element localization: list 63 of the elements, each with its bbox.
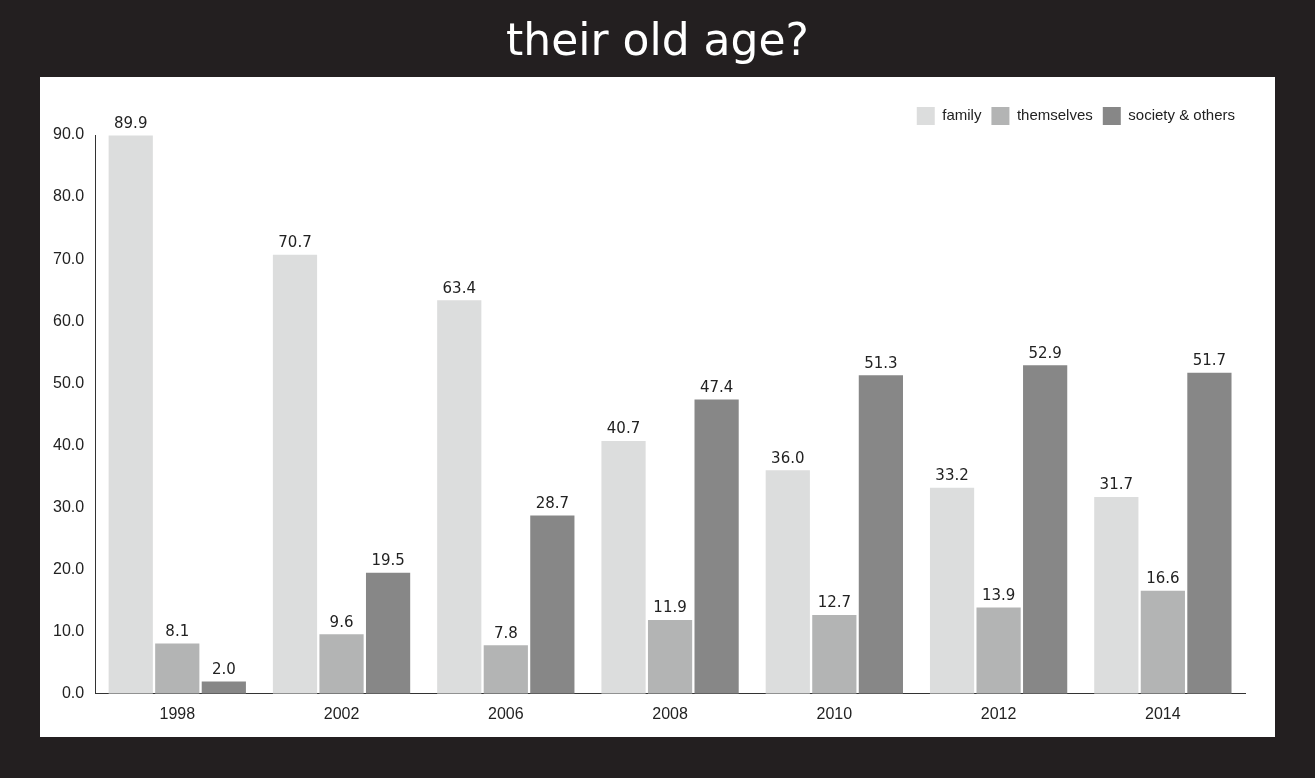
bar xyxy=(483,645,528,694)
y-tick-label: 90.0 xyxy=(53,125,85,143)
y-tick-label: 20.0 xyxy=(53,560,85,578)
data-label: 52.9 xyxy=(1028,343,1062,362)
bar xyxy=(647,619,693,694)
data-label: 28.7 xyxy=(535,494,570,512)
data-label: 89.9 xyxy=(114,114,148,133)
bar xyxy=(858,375,903,694)
data-label: 11.9 xyxy=(653,598,687,617)
x-tick-label: 2006 xyxy=(488,704,524,722)
data-label: 19.5 xyxy=(371,551,405,570)
data-label: 12.7 xyxy=(817,593,852,612)
y-tick-label: 70.0 xyxy=(53,249,85,267)
bar xyxy=(1094,496,1139,694)
data-label: 8.1 xyxy=(165,621,190,640)
bar xyxy=(108,135,153,694)
y-tick-label: 50.0 xyxy=(53,373,85,391)
bar xyxy=(1187,372,1232,694)
data-label: 36.0 xyxy=(771,448,805,467)
data-label: 47.4 xyxy=(699,377,734,396)
chart-title: their old age? xyxy=(505,14,810,65)
bar xyxy=(319,634,364,694)
bar xyxy=(1140,590,1185,694)
bar xyxy=(694,399,739,694)
y-tick-label: 60.0 xyxy=(53,311,85,329)
bar xyxy=(765,470,810,694)
legend-label: themselves xyxy=(1016,106,1093,124)
bar xyxy=(601,441,646,694)
data-label: 70.7 xyxy=(278,233,312,252)
x-tick-label: 2008 xyxy=(652,704,688,722)
bar xyxy=(365,572,411,694)
bar xyxy=(272,254,318,694)
y-tick-label: 80.0 xyxy=(53,187,85,205)
data-label: 9.6 xyxy=(329,612,354,631)
data-label: 63.4 xyxy=(442,278,476,297)
data-label: 16.6 xyxy=(1146,569,1180,588)
x-tick-label: 2002 xyxy=(323,704,360,722)
data-label: 31.7 xyxy=(1099,475,1134,494)
bar xyxy=(201,681,246,694)
y-tick-label: 30.0 xyxy=(53,497,85,515)
bar xyxy=(929,487,975,694)
data-label: 51.7 xyxy=(1192,351,1227,370)
legend-label: family xyxy=(942,106,982,124)
x-tick-label: 2014 xyxy=(1145,704,1181,722)
bar xyxy=(437,300,482,694)
data-label: 2.0 xyxy=(211,659,236,678)
y-tick-label: 40.0 xyxy=(53,435,85,453)
bar xyxy=(530,515,575,694)
x-tick-label: 2012 xyxy=(980,704,1017,722)
data-label: 51.3 xyxy=(864,353,898,372)
x-tick-label: 2010 xyxy=(816,704,853,722)
bar xyxy=(1023,365,1068,694)
x-tick-label: 1998 xyxy=(159,704,196,722)
bar xyxy=(812,614,857,694)
y-tick-label: 0.0 xyxy=(61,684,85,702)
legend-label: society & others xyxy=(1128,106,1235,124)
data-label: 7.8 xyxy=(493,623,518,642)
y-tick-label: 10.0 xyxy=(53,622,85,640)
bar xyxy=(976,607,1021,694)
data-label: 40.7 xyxy=(606,419,641,438)
data-label: 13.9 xyxy=(981,585,1016,604)
bar xyxy=(155,643,200,694)
data-label: 33.2 xyxy=(935,466,969,485)
